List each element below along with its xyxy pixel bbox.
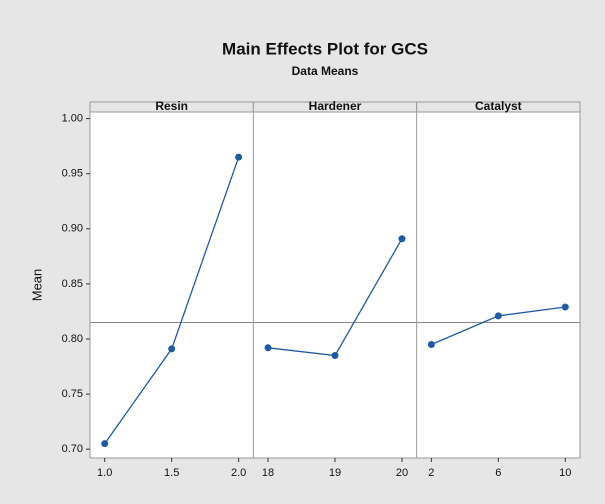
y-tick-label: 0.85 — [62, 278, 83, 290]
point — [264, 344, 272, 352]
x-tick-label: 1.0 — [97, 467, 112, 479]
x-tick-label: 1.5 — [164, 467, 179, 479]
y-tick-label: 1.00 — [62, 113, 83, 125]
x-tick-label: 20 — [396, 467, 408, 479]
chart-title: Main Effects Plot for GCS — [222, 39, 428, 58]
x-tick-label: 10 — [559, 467, 571, 479]
point — [235, 153, 243, 161]
x-tick-label: 6 — [495, 467, 501, 479]
chart-subtitle: Data Means — [292, 64, 359, 78]
x-tick-label: 18 — [262, 467, 274, 479]
point — [398, 235, 406, 243]
plot-area — [89, 111, 581, 459]
y-tick-label: 0.80 — [62, 333, 83, 345]
point — [168, 345, 176, 353]
panel-title: Resin — [155, 99, 188, 113]
y-axis-label: Mean — [29, 269, 44, 302]
point — [331, 352, 339, 360]
y-tick-label: 0.70 — [62, 443, 83, 455]
panel-header — [416, 101, 581, 113]
y-tick-label: 0.75 — [62, 388, 83, 400]
point — [101, 440, 109, 448]
point — [427, 341, 435, 349]
panel-title: Catalyst — [475, 99, 522, 113]
x-tick-label: 2 — [428, 467, 434, 479]
y-tick-label: 0.95 — [62, 168, 83, 180]
x-tick-label: 19 — [329, 467, 341, 479]
x-tick-label: 2.0 — [231, 467, 246, 479]
point — [494, 312, 502, 320]
point — [561, 303, 569, 311]
y-tick-label: 0.90 — [62, 223, 83, 235]
panel-title: Hardener — [309, 99, 362, 113]
